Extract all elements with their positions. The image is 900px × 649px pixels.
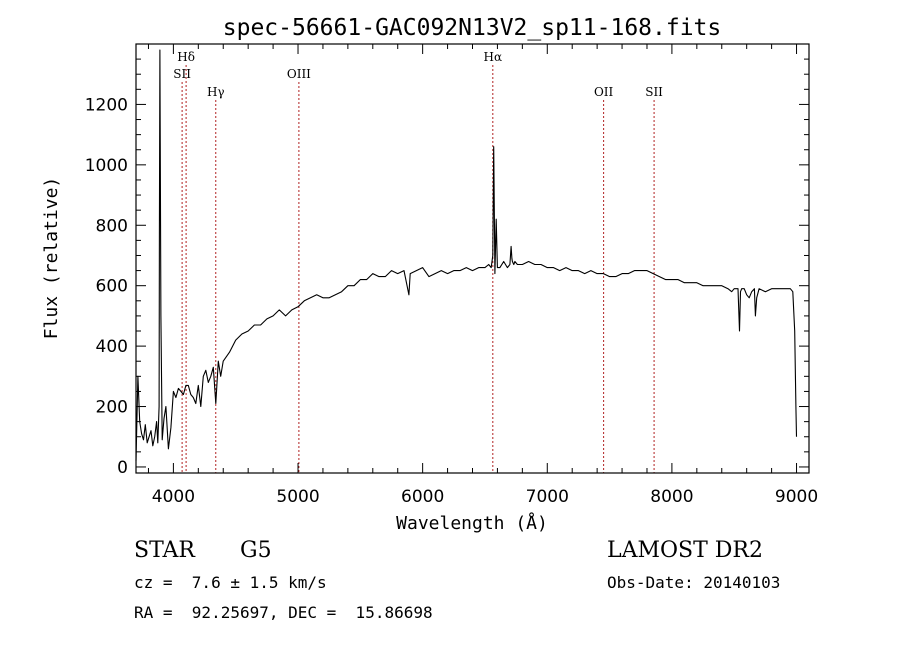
observation-date: Obs-Date: 20140103	[607, 573, 781, 592]
y-tick-label: 600	[96, 277, 128, 297]
x-tick-label: 6000	[401, 487, 444, 507]
object-class: STAR	[134, 538, 195, 563]
y-tick-label: 200	[96, 398, 128, 418]
y-tick-label: 1200	[85, 95, 128, 115]
spectrum-series-line	[135, 49, 798, 461]
chart-title: spec-56661-GAC092N13V2_sp11-168.fits	[223, 15, 722, 41]
redshift-value: cz = 7.6 ± 1.5 km/s	[134, 573, 327, 592]
x-tick-label: 4000	[152, 487, 195, 507]
line-marker-label: OIII	[287, 67, 311, 81]
line-marker-label: OII	[594, 85, 614, 99]
line-marker-label: Hγ	[207, 85, 225, 99]
x-tick-label: 7000	[526, 487, 569, 507]
line-marker-label: Hα	[484, 50, 503, 64]
line-marker-label: SII	[645, 85, 663, 99]
plot-frame	[135, 43, 810, 474]
line-marker-label: SII	[173, 67, 191, 81]
y-axis-label: Flux (relative)	[41, 177, 62, 340]
coordinates: RA = 92.25697, DEC = 15.86698	[134, 603, 433, 622]
line-markers: Hδ SII Hγ OIII Hα OII SII	[173, 50, 663, 473]
y-tick-label: 400	[96, 337, 128, 357]
x-tick-label: 9000	[775, 487, 818, 507]
y-axis: 0 200 400 600 800 1000 1200	[85, 58, 809, 478]
y-tick-label: 1000	[85, 156, 128, 176]
y-tick-label: 0	[117, 458, 128, 478]
x-axis-label: Wavelength (Å)	[396, 512, 548, 534]
x-tick-label: 8000	[650, 487, 693, 507]
x-tick-label: 5000	[276, 487, 319, 507]
survey-name: LAMOST DR2	[607, 538, 763, 563]
spectrum-chart: spec-56661-GAC092N13V2_sp11-168.fits Hδ S…	[41, 15, 818, 534]
line-marker-label: Hδ	[177, 50, 195, 64]
object-subclass: G5	[240, 538, 272, 563]
x-axis: 4000 5000 6000 7000 8000 9000	[147, 44, 818, 507]
y-tick-label: 800	[96, 216, 128, 236]
